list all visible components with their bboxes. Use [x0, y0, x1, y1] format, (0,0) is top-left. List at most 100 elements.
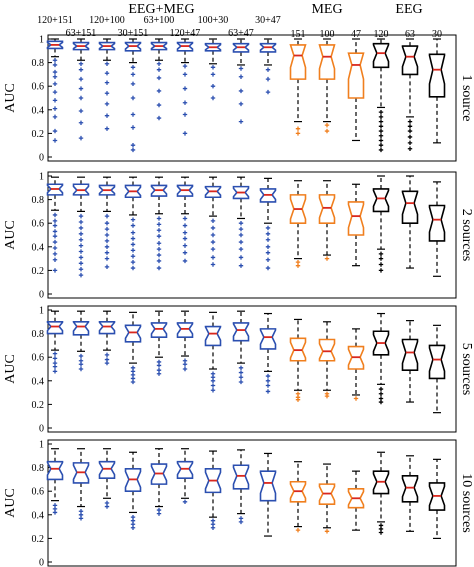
y-tick-label: 0: [39, 558, 44, 567]
outlier-marker: [265, 383, 271, 388]
outlier-marker: [182, 366, 188, 372]
panel-1: 0 0.2 0.4 0.6 0.8 1 AUC 2 sources: [3, 171, 474, 301]
panel-frame: [47, 171, 457, 299]
outlier-marker: [238, 232, 244, 238]
y-tick-label: 1: [39, 35, 44, 46]
box-10: [318, 38, 336, 134]
outlier-marker: [104, 113, 110, 118]
outlier-marker: [156, 252, 162, 258]
outlier-marker: [407, 124, 413, 129]
condition-labels: 120+151 63+151 120+100 30+151 63+100 120+47 10…: [37, 15, 442, 40]
outlier-marker: [104, 360, 110, 366]
box-5: [176, 310, 194, 372]
outlier-marker: [104, 126, 110, 131]
outlier-marker: [130, 125, 136, 130]
box-4: [150, 310, 168, 376]
panel-label: 5 sources: [459, 343, 474, 396]
box-8: [259, 177, 277, 271]
y-tick-label: 0.8: [32, 195, 45, 206]
y-tick-label: 0.6: [32, 487, 45, 498]
notched-box: [318, 338, 336, 362]
notched-box: [176, 460, 194, 480]
outlier-marker: [210, 72, 216, 77]
outlier-marker: [295, 527, 301, 533]
box-14: [428, 181, 446, 277]
box-12: [372, 175, 390, 273]
outlier-marker: [130, 143, 136, 148]
outlier-marker: [265, 67, 271, 72]
outlier-marker: [52, 69, 58, 75]
outlier-marker: [238, 255, 244, 260]
condition-label-5: 120+47: [170, 28, 201, 39]
outlier-marker: [210, 388, 216, 393]
outlier-marker: [407, 128, 413, 134]
outlier-marker: [52, 233, 58, 239]
y-tick-label: 0.4: [32, 242, 45, 253]
box-11: [347, 38, 365, 142]
notched-box: [150, 322, 168, 338]
box-13: [401, 455, 419, 532]
y-tick-label: 0.2: [32, 534, 45, 545]
box-4: [150, 176, 168, 271]
panel-3: 0 0.2 0.4 0.6 0.8 1 AUC 10 sources: [3, 439, 474, 567]
box-3: [124, 311, 142, 385]
outlier-marker: [324, 256, 330, 261]
outlier-marker: [407, 140, 413, 146]
outlier-marker: [130, 112, 136, 117]
outlier-marker: [238, 221, 244, 226]
outlier-marker: [156, 363, 162, 368]
outlier-marker: [182, 258, 188, 264]
outlier-marker: [156, 511, 162, 516]
box-3: [124, 38, 142, 153]
outlier-marker: [182, 131, 188, 136]
outlier-marker: [104, 213, 110, 219]
box-6: [204, 311, 222, 393]
box-14: [428, 458, 446, 540]
outlier-marker: [52, 74, 58, 79]
outlier-marker: [156, 228, 162, 233]
notched-box: [401, 190, 419, 224]
box-13: [401, 320, 419, 403]
outlier-marker: [78, 353, 84, 359]
condition-label-7: 63+47: [228, 28, 254, 39]
outlier-marker: [378, 262, 384, 267]
outlier-marker: [378, 143, 384, 148]
outlier-marker: [265, 373, 271, 379]
outlier-marker: [78, 120, 84, 125]
outlier-marker: [52, 58, 58, 63]
box-5: [176, 448, 194, 505]
condition-label-6: 100+30: [198, 15, 229, 26]
outlier-marker: [78, 243, 84, 248]
outlier-marker: [130, 217, 136, 222]
box-5: [176, 176, 194, 264]
box-10: [318, 321, 336, 399]
group-header-eeg-meg: EEG+MEG: [128, 2, 194, 17]
notched-box: [401, 475, 419, 503]
outlier-marker: [52, 212, 58, 218]
outlier-marker: [378, 251, 384, 257]
box-14: [428, 38, 446, 144]
panel-label: 2 sources: [459, 209, 474, 262]
outlier-marker: [78, 249, 84, 254]
outlier-marker: [265, 257, 271, 262]
outlier-marker: [78, 219, 84, 225]
outlier-marker: [130, 95, 136, 101]
box-9: [289, 38, 307, 136]
y-tick-label: 0.4: [32, 376, 45, 387]
y-axis-label: AUC: [3, 83, 18, 113]
outlier-marker: [238, 226, 244, 232]
notched-box: [98, 321, 116, 335]
box-7: [232, 449, 250, 525]
outlier-marker: [378, 147, 384, 153]
outlier-marker: [156, 265, 162, 271]
y-tick-label: 0.2: [32, 400, 45, 411]
y-tick-label: 0.8: [32, 58, 45, 69]
y-tick-label: 0.6: [32, 219, 45, 230]
notched-box: [232, 322, 250, 342]
outlier-marker: [104, 221, 110, 226]
outlier-marker: [210, 525, 216, 530]
outlier-marker: [238, 519, 244, 525]
outlier-marker: [378, 386, 384, 392]
outlier-marker: [353, 396, 359, 401]
